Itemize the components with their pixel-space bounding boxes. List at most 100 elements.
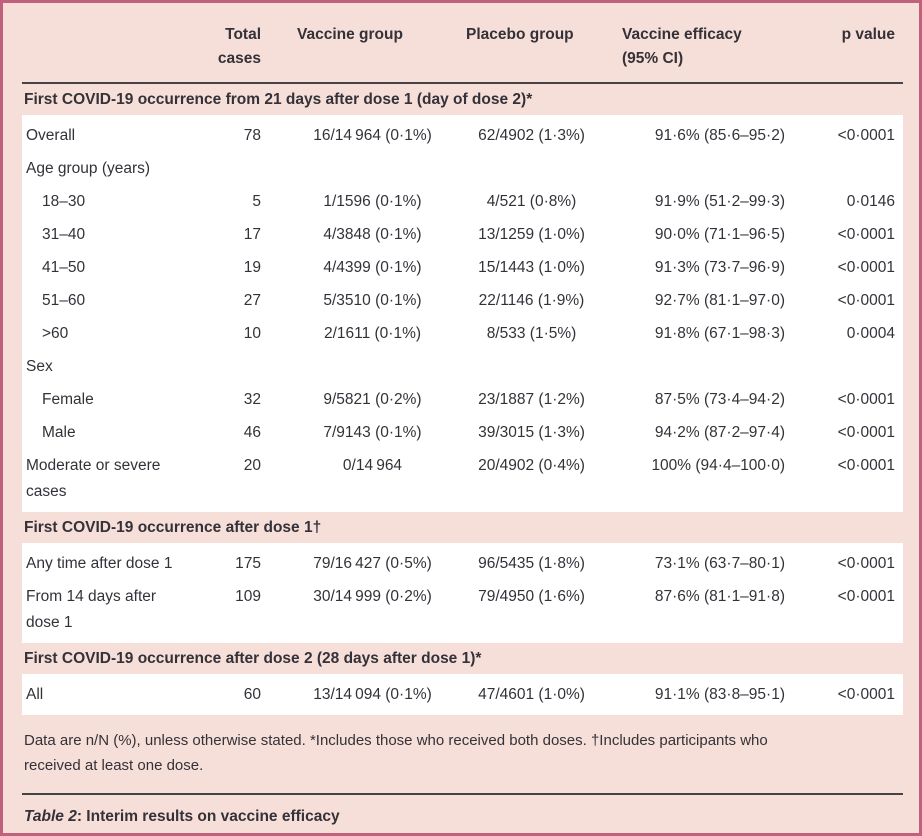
header-divider-rule	[22, 82, 903, 84]
total-cases-value: 109	[235, 588, 261, 605]
header-vaccine-efficacy: Vaccine efficacy (95% CI)	[622, 26, 742, 67]
p-value: <0·0001	[837, 555, 895, 572]
vaccine-efficacy-value: 100% (94·4–100·0)	[651, 457, 785, 474]
vaccine-group-value: 13/14 094 (0·1%)	[313, 686, 432, 703]
placebo-group-value: 15/1443 (1·0%)	[478, 259, 585, 276]
vaccine-group-value: 79/16 427 (0·5%)	[313, 555, 432, 572]
total-cases-value: 5	[252, 193, 261, 210]
section-rows: All 60 13/14 094 (0·1%) 47/4601 (1·0%) 9…	[22, 674, 903, 715]
header-total-cases: Total cases	[217, 26, 261, 67]
p-value: <0·0001	[837, 686, 895, 703]
p-value: <0·0001	[837, 127, 895, 144]
row-label: Any time after dose 1	[26, 555, 173, 572]
row-label: 51–60	[42, 292, 86, 309]
table-row: 41–50 19 4/4399 (0·1%) 15/1443 (1·0%) 91…	[22, 251, 903, 284]
table-footnote: Data are n/N (%), unless otherwise state…	[24, 732, 768, 774]
row-label: Male	[42, 424, 76, 441]
table-header-row: Total cases Vaccine group Placebo group …	[22, 3, 903, 82]
total-cases-value: 78	[243, 127, 261, 144]
section-header: First COVID-19 occurrence from 21 days a…	[24, 91, 533, 108]
vaccine-group-value: 2/1611 (0·1%)	[323, 325, 422, 342]
placebo-group-value: 39/3015 (1·3%)	[478, 424, 585, 441]
table-caption-title: : Interim results on vaccine efficacy	[76, 807, 340, 825]
table-caption-label: Table 2	[24, 807, 77, 825]
total-cases-value: 19	[243, 259, 261, 276]
vaccine-group-value: 16/14 964 (0·1%)	[313, 127, 432, 144]
total-cases-value: 46	[243, 424, 261, 441]
table-row: 31–40 17 4/3848 (0·1%) 13/1259 (1·0%) 90…	[22, 218, 903, 251]
row-label: Sex	[26, 358, 53, 375]
header-placebo-group: Placebo group	[466, 26, 574, 43]
placebo-group-value: 62/4902 (1·3%)	[478, 127, 585, 144]
table-row: From 14 days after dose 1 109 30/14 999 …	[22, 580, 903, 639]
total-cases-value: 175	[235, 555, 261, 572]
vaccine-efficacy-value: 92·7% (81·1–97·0)	[654, 292, 785, 309]
placebo-group-value: 4/521 (0·8%)	[486, 193, 577, 210]
total-cases-value: 20	[243, 457, 261, 474]
p-value: <0·0001	[837, 424, 895, 441]
vaccine-group-value: 0/14 964	[342, 457, 403, 474]
p-value: 0·0004	[846, 325, 895, 342]
p-value: <0·0001	[837, 588, 895, 605]
placebo-group-value: 8/533 (1·5%)	[486, 325, 577, 342]
row-label: Moderate or severe cases	[26, 457, 161, 500]
section-header: First COVID-19 occurrence after dose 2 (…	[24, 650, 482, 667]
section-rows: Any time after dose 1 175 79/16 427 (0·5…	[22, 543, 903, 643]
table-row: All 60 13/14 094 (0·1%) 47/4601 (1·0%) 9…	[22, 678, 903, 711]
p-value: <0·0001	[837, 457, 895, 474]
row-label: Female	[42, 391, 94, 408]
section-header: First COVID-19 occurrence after dose 1†	[24, 519, 322, 536]
row-label: Overall	[26, 127, 76, 144]
vaccine-group-value: 9/5821 (0·2%)	[323, 391, 422, 408]
table-section: First COVID-19 occurrence from 21 days a…	[22, 84, 903, 512]
table-row: >60 10 2/1611 (0·1%) 8/533 (1·5%) 91·8% …	[22, 317, 903, 350]
vaccine-efficacy-value: 73·1% (63·7–80·1)	[654, 555, 785, 572]
placebo-group-value: 13/1259 (1·0%)	[478, 226, 585, 243]
placebo-group-value: 20/4902 (0·4%)	[478, 457, 585, 474]
table-row: Moderate or severe cases 20 0/14 964 20/…	[22, 449, 903, 508]
vaccine-group-value: 1/1596 (0·1%)	[323, 193, 422, 210]
row-label: From 14 days after dose 1	[26, 588, 157, 631]
table-row: 51–60 27 5/3510 (0·1%) 22/1146 (1·9%) 92…	[22, 284, 903, 317]
row-label: 31–40	[42, 226, 86, 243]
placebo-group-value: 96/5435 (1·8%)	[478, 555, 585, 572]
table-row: Any time after dose 1 175 79/16 427 (0·5…	[22, 547, 903, 580]
table-section: First COVID-19 occurrence after dose 2 (…	[22, 643, 903, 715]
row-label: >60	[42, 325, 69, 342]
header-vaccine-group: Vaccine group	[297, 26, 403, 43]
header-spacer	[22, 23, 192, 71]
vaccine-group-value: 30/14 999 (0·2%)	[313, 588, 432, 605]
row-label: Age group (years)	[26, 160, 151, 177]
table-row: Age group (years)	[22, 152, 903, 185]
table-section: First COVID-19 occurrence after dose 1† …	[22, 512, 903, 643]
p-value: <0·0001	[837, 292, 895, 309]
vaccine-efficacy-value: 91·6% (85·6–95·2)	[654, 127, 785, 144]
vaccine-efficacy-value: 91·1% (83·8–95·1)	[654, 686, 785, 703]
row-label: All	[26, 686, 44, 703]
vaccine-group-value: 4/3848 (0·1%)	[323, 226, 422, 243]
p-value: <0·0001	[837, 391, 895, 408]
placebo-group-value: 79/4950 (1·6%)	[478, 588, 585, 605]
vaccine-group-value: 7/9143 (0·1%)	[323, 424, 422, 441]
row-label: 18–30	[42, 193, 86, 210]
vaccine-efficacy-value: 91·9% (51·2–99·3)	[654, 193, 785, 210]
vaccine-group-value: 5/3510 (0·1%)	[323, 292, 422, 309]
caption-divider-rule	[22, 793, 903, 795]
table-caption: Table 2: Interim results on vaccine effi…	[22, 795, 903, 834]
vaccine-efficacy-value: 90·0% (71·1–96·5)	[654, 226, 785, 243]
vaccine-efficacy-value: 91·8% (67·1–98·3)	[654, 325, 785, 342]
total-cases-value: 60	[243, 686, 261, 703]
row-label: 41–50	[42, 259, 86, 276]
table-row: 18–30 5 1/1596 (0·1%) 4/521 (0·8%) 91·9%…	[22, 185, 903, 218]
table-row: Male 46 7/9143 (0·1%) 39/3015 (1·3%) 94·…	[22, 416, 903, 449]
section-rows: Overall 78 16/14 964 (0·1%) 62/4902 (1·3…	[22, 115, 903, 512]
header-p-value: p value	[841, 26, 895, 43]
vaccine-group-value: 4/4399 (0·1%)	[323, 259, 422, 276]
table-row: Female 32 9/5821 (0·2%) 23/1887 (1·2%) 8…	[22, 383, 903, 416]
table-row: Overall 78 16/14 964 (0·1%) 62/4902 (1·3…	[22, 119, 903, 152]
vaccine-efficacy-value: 87·5% (73·4–94·2)	[654, 391, 785, 408]
total-cases-value: 17	[243, 226, 261, 243]
total-cases-value: 32	[243, 391, 261, 408]
vaccine-efficacy-value: 94·2% (87·2–97·4)	[654, 424, 785, 441]
